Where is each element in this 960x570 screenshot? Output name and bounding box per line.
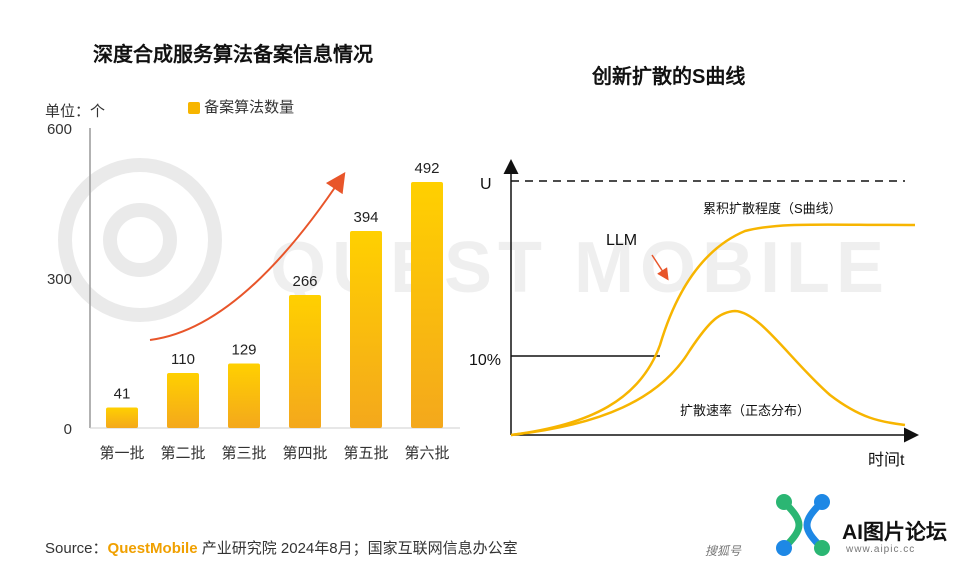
y-tick-label: 600: [47, 121, 72, 138]
ten-percent-label: 10%: [469, 352, 501, 369]
llm-label: LLM: [606, 232, 637, 249]
y-tick-label: 300: [47, 271, 72, 288]
bar: [106, 407, 138, 428]
logo-title: AI图片论坛: [842, 521, 947, 544]
bar-value-label: 129: [231, 342, 256, 359]
source-prefix: Source：: [45, 540, 108, 557]
x-axis-label: 时间t: [868, 451, 905, 469]
s-curve-title: 创新扩散的S曲线: [592, 66, 746, 88]
source-line: Source：QuestMobile 产业研究院 2024年8月；国家互联网信息…: [45, 537, 518, 558]
x-tick-label: 第二批: [160, 444, 205, 462]
s-curve-label: 累积扩散程度（S曲线）: [703, 201, 842, 216]
bar: [228, 363, 260, 428]
bar: [167, 373, 199, 428]
source-brand: QuestMobile: [107, 540, 198, 557]
bar-chart: 0 300 600 41 第一批 110 第二批 129 第三批 266 第四批 394 第五批 492…: [47, 121, 460, 462]
logo-url: www.aipic.cc: [846, 544, 916, 555]
bar: [289, 295, 321, 428]
bar-value-label: 266: [292, 273, 317, 290]
u-label: U: [480, 176, 492, 193]
bar-legend: 备案算法数量: [188, 96, 294, 117]
x-tick-label: 第五批: [343, 444, 388, 462]
x-tick-label: 第三批: [221, 444, 266, 462]
x-tick-label: 第一批: [99, 444, 144, 462]
x-tick-label: 第四批: [282, 444, 327, 462]
s-curve: [510, 223, 916, 437]
logo-watermark-text: 搜狐号: [705, 544, 742, 558]
legend-swatch: [188, 102, 200, 115]
legend-label: 备案算法数量: [204, 99, 295, 116]
source-rest: 产业研究院 2024年8月；国家互联网信息办公室: [197, 540, 518, 557]
bell-curve: [510, 309, 906, 437]
x-tick-label: 第六批: [404, 444, 449, 462]
bar: [350, 231, 382, 428]
unit-label: 单位：个: [45, 103, 106, 120]
logo-icon: [776, 494, 830, 556]
bar-chart-title: 深度合成服务算法备案信息情况: [93, 44, 373, 66]
bar: [411, 182, 443, 428]
bar-value-label: 110: [171, 351, 195, 368]
bell-curve-label: 扩散速率（正态分布）: [680, 403, 810, 418]
bar-value-label: 41: [114, 386, 131, 403]
bar-value-label: 394: [353, 209, 378, 226]
llm-arrow: [651, 254, 669, 281]
trend-arrow: [149, 172, 346, 341]
bar-value-label: 492: [414, 160, 439, 177]
y-tick-label: 0: [64, 421, 72, 438]
s-curve-chart: U 10% LLM 累积扩散程度（S曲线） 扩散速率（正态分布） 时间t: [469, 159, 919, 469]
